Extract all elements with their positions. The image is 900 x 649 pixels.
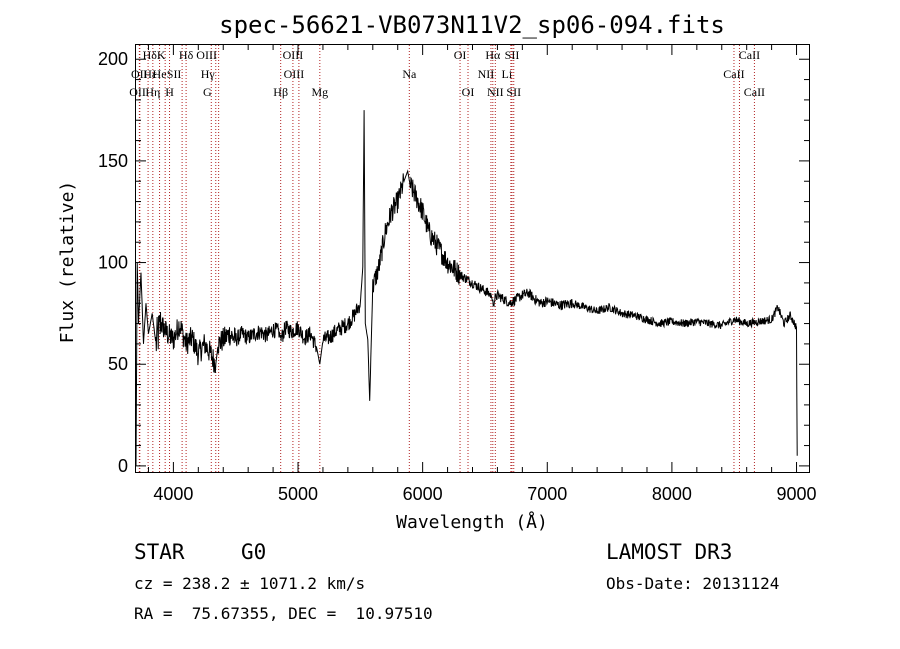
line-marker-label: OIII [283, 48, 304, 62]
line-marker-label: OI [462, 85, 475, 99]
line-marker-label: Hγ [201, 67, 216, 81]
line-marker-label: OIII [284, 67, 305, 81]
y-tick-label: 0 [118, 456, 128, 476]
line-marker-label: NII [478, 67, 495, 81]
line-marker-label: He [153, 67, 167, 81]
line-marker-label: Li [502, 67, 513, 81]
redshift-velocity: cz = 238.2 ± 1071.2 km/s [134, 574, 366, 593]
object-class: STAR [134, 540, 185, 564]
plot-frame [135, 44, 810, 473]
x-tick-label: 6000 [403, 484, 443, 504]
x-axis-label: Wavelength (Å) [396, 511, 548, 533]
x-tick-label: 5000 [278, 484, 318, 504]
x-tick-label: 9000 [777, 484, 817, 504]
line-marker-label: SII [505, 48, 520, 62]
line-marker-label: Hη [145, 85, 160, 99]
y-axis-ticks: 0 50 100 150 200 [98, 49, 809, 476]
x-tick-label: 4000 [153, 484, 193, 504]
line-marker-label: NII [487, 85, 504, 99]
line-marker-label: G [203, 85, 212, 99]
emission-line-markers [138, 45, 755, 472]
line-marker-label: OI [454, 48, 467, 62]
y-axis-label: Flux (relative) [57, 181, 78, 344]
line-marker-label: Hδ [179, 48, 194, 62]
line-marker-label: OIII [196, 48, 217, 62]
object-subclass: G0 [241, 540, 267, 564]
line-marker-label: K [157, 48, 166, 62]
line-marker-label: SII [506, 85, 521, 99]
line-marker-label: OII [129, 85, 146, 99]
line-marker-label: Hδ [143, 48, 158, 62]
line-marker-label: Hε [143, 67, 157, 81]
line-marker-label: CaII [739, 48, 760, 62]
survey-name: LAMOST DR3 [606, 540, 733, 564]
y-tick-label: 150 [98, 151, 128, 171]
y-tick-label: 200 [98, 49, 128, 69]
x-axis-ticks: 4000 5000 6000 7000 8000 9000 [147, 45, 817, 504]
chart-title: spec-56621-VB073N11V2_sp06-094.fits [219, 11, 725, 39]
coordinates: RA = 75.67355, DEC = 10.97510 [134, 604, 433, 623]
line-marker-label: Hβ [273, 85, 288, 99]
spectrum-chart: spec-56621-VB073N11V2_sp06-094.fits HδOI… [57, 11, 817, 533]
line-marker-label: SII [167, 67, 182, 81]
observation-date: Obs-Date: 20131124 [606, 574, 780, 593]
line-marker-label: CaII [744, 85, 765, 99]
line-marker-label: Na [402, 67, 417, 81]
x-tick-label: 8000 [652, 484, 692, 504]
x-tick-label: 7000 [527, 484, 567, 504]
y-tick-label: 50 [108, 354, 128, 374]
line-marker-label: H [165, 85, 174, 99]
line-marker-label: CaII [723, 67, 744, 81]
line-marker-label: OII [131, 67, 148, 81]
line-marker-label: Hα [485, 48, 501, 62]
line-marker-label: Mg [311, 85, 328, 99]
spectrum-line [135, 110, 798, 466]
y-tick-label: 100 [98, 253, 128, 273]
